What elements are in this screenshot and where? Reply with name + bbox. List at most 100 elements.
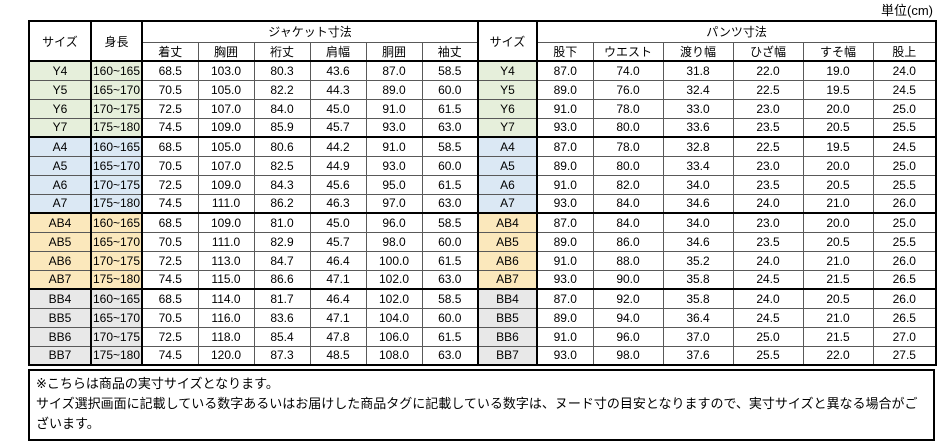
cell-knee-width: 23.0: [732, 212, 804, 233]
cell-jacket-length: 72.5: [141, 326, 199, 347]
cell-thigh-width: 35.2: [662, 250, 734, 271]
cell-size-left: Y7: [28, 117, 92, 138]
cell-size-right: BB7: [477, 345, 538, 366]
cell-knee-width: 25.5: [732, 345, 804, 366]
cell-shoulder-width: 45.0: [309, 212, 367, 233]
cell-inseam: 91.0: [536, 250, 594, 271]
cell-thigh-width: 34.0: [662, 212, 734, 233]
col-header-jacket-waist: 胴囲: [365, 41, 423, 62]
cell-waist: 80.0: [592, 117, 664, 138]
cell-height: 170~175: [90, 250, 143, 271]
cell-height: 165~170: [90, 307, 143, 328]
cell-sleeve-length: 61.5: [421, 98, 479, 119]
cell-shoulder-width: 43.6: [309, 60, 367, 81]
col-header-rise: 股上: [872, 41, 937, 62]
cell-sleeve-length: 60.0: [421, 307, 479, 328]
col-header-chest: 胸囲: [197, 41, 255, 62]
cell-yuki-length: 84.3: [253, 174, 311, 195]
cell-jacket-waist: 95.0: [365, 174, 423, 195]
cell-size-right: Y7: [477, 117, 538, 138]
cell-knee-width: 23.0: [732, 155, 804, 176]
cell-size-right: A5: [477, 155, 538, 176]
table-row: A5 165~170 70.5 107.0 82.5 44.9 93.0 60.0 A5 89.0…: [28, 155, 937, 176]
cell-rise: 25.0: [872, 98, 937, 119]
cell-thigh-width: 35.8: [662, 269, 734, 290]
cell-jacket-waist: 98.0: [365, 231, 423, 252]
cell-shoulder-width: 45.6: [309, 174, 367, 195]
cell-size-left: Y5: [28, 79, 92, 100]
cell-thigh-width: 34.6: [662, 193, 734, 214]
cell-size-left: AB4: [28, 212, 92, 233]
cell-yuki-length: 85.4: [253, 326, 311, 347]
cell-jacket-length: 74.5: [141, 345, 199, 366]
cell-jacket-length: 70.5: [141, 231, 199, 252]
table-row: AB6 170~175 72.5 113.0 84.7 46.4 100.0 61.5 AB6 9…: [28, 250, 937, 271]
cell-shoulder-width: 45.7: [309, 231, 367, 252]
cell-rise: 25.5: [872, 117, 937, 138]
cell-chest: 107.0: [197, 155, 255, 176]
cell-knee-width: 25.0: [732, 326, 804, 347]
notes-box: ※こちらは商品の実寸サイズとなります。 サイズ選択画面に記載している数字あるいは…: [28, 369, 935, 442]
cell-size-left: BB6: [28, 326, 92, 347]
cell-jacket-length: 72.5: [141, 98, 199, 119]
cell-jacket-waist: 89.0: [365, 79, 423, 100]
cell-inseam: 91.0: [536, 98, 594, 119]
cell-rise: 25.5: [872, 231, 937, 252]
cell-chest: 103.0: [197, 60, 255, 81]
cell-waist: 94.0: [592, 307, 664, 328]
col-group-jacket: ジャケット寸法: [141, 20, 479, 43]
cell-jacket-length: 72.5: [141, 250, 199, 271]
cell-jacket-length: 68.5: [141, 136, 199, 157]
cell-yuki-length: 83.6: [253, 307, 311, 328]
cell-inseam: 93.0: [536, 117, 594, 138]
cell-shoulder-width: 47.1: [309, 307, 367, 328]
cell-rise: 27.5: [872, 345, 937, 366]
cell-yuki-length: 80.6: [253, 136, 311, 157]
col-header-size-right: サイズ: [477, 20, 538, 62]
cell-hem-width: 21.0: [802, 250, 874, 271]
cell-sleeve-length: 61.5: [421, 326, 479, 347]
cell-jacket-waist: 87.0: [365, 60, 423, 81]
cell-hem-width: 19.5: [802, 136, 874, 157]
cell-inseam: 87.0: [536, 136, 594, 157]
cell-sleeve-length: 60.0: [421, 79, 479, 100]
note-line-2: サイズ選択画面に記載している数字あるいはお届けした商品タグに記載している数字は、…: [36, 396, 918, 432]
cell-rise: 26.0: [872, 193, 937, 214]
table-row: A4 160~165 68.5 105.0 80.6 44.2 91.0 58.5 A4 87.0…: [28, 136, 937, 157]
cell-yuki-length: 82.5: [253, 155, 311, 176]
cell-waist: 92.0: [592, 288, 664, 309]
cell-jacket-length: 70.5: [141, 155, 199, 176]
cell-sleeve-length: 60.0: [421, 155, 479, 176]
cell-inseam: 87.0: [536, 60, 594, 81]
cell-jacket-waist: 93.0: [365, 155, 423, 176]
cell-height: 165~170: [90, 231, 143, 252]
cell-rise: 26.0: [872, 288, 937, 309]
cell-waist: 84.0: [592, 193, 664, 214]
cell-height: 170~175: [90, 326, 143, 347]
cell-hem-width: 19.5: [802, 79, 874, 100]
cell-hem-width: 20.5: [802, 231, 874, 252]
table-row: A6 170~175 72.5 109.0 84.3 45.6 95.0 61.5 A6 91.0…: [28, 174, 937, 195]
size-table-body: Y4 160~165 68.5 103.0 80.3 43.6 87.0 58.5 Y4 87.0…: [28, 60, 937, 366]
cell-waist: 90.0: [592, 269, 664, 290]
cell-waist: 96.0: [592, 326, 664, 347]
cell-size-left: AB7: [28, 269, 92, 290]
cell-knee-width: 24.0: [732, 288, 804, 309]
cell-shoulder-width: 44.9: [309, 155, 367, 176]
cell-thigh-width: 37.0: [662, 326, 734, 347]
cell-waist: 86.0: [592, 231, 664, 252]
cell-hem-width: 20.5: [802, 288, 874, 309]
cell-yuki-length: 84.7: [253, 250, 311, 271]
table-row: AB7 175~180 74.5 115.0 86.6 47.1 102.0 63.0 AB7 9…: [28, 269, 937, 290]
cell-yuki-length: 85.9: [253, 117, 311, 138]
cell-waist: 78.0: [592, 98, 664, 119]
cell-jacket-length: 70.5: [141, 79, 199, 100]
cell-hem-width: 20.5: [802, 174, 874, 195]
cell-size-right: A6: [477, 174, 538, 195]
cell-rise: 26.5: [872, 307, 937, 328]
cell-jacket-length: 70.5: [141, 307, 199, 328]
cell-jacket-length: 68.5: [141, 288, 199, 309]
cell-size-left: Y6: [28, 98, 92, 119]
table-row: BB5 165~170 70.5 116.0 83.6 47.1 104.0 60.0 BB5 8…: [28, 307, 937, 328]
col-header-hem-width: すそ幅: [802, 41, 874, 62]
